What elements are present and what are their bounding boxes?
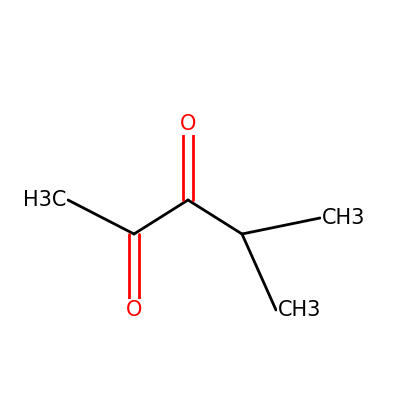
Text: O: O [126,300,142,320]
Text: O: O [180,114,196,134]
Text: CH3: CH3 [322,208,365,228]
Text: CH3: CH3 [278,300,321,320]
Text: H3C: H3C [23,190,66,210]
